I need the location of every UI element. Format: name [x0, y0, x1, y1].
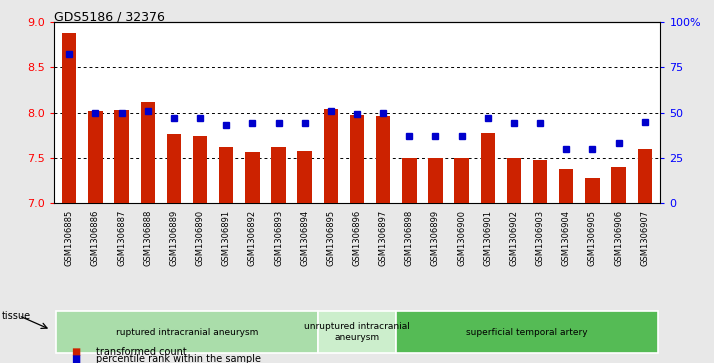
Text: GSM1306905: GSM1306905	[588, 209, 597, 265]
Text: unruptured intracranial
aneurysm: unruptured intracranial aneurysm	[304, 322, 410, 342]
Bar	[166, 134, 181, 203]
Text: GSM1306907: GSM1306907	[640, 209, 649, 266]
Text: superficial temporal artery: superficial temporal artery	[466, 328, 588, 337]
Bar	[114, 110, 129, 203]
Text: ruptured intracranial aneurysm: ruptured intracranial aneurysm	[116, 328, 258, 337]
Text: GSM1306895: GSM1306895	[326, 209, 336, 266]
Bar	[62, 33, 76, 203]
Text: GSM1306893: GSM1306893	[274, 209, 283, 266]
Bar	[193, 136, 207, 203]
Bar	[219, 147, 233, 203]
Text: GSM1306890: GSM1306890	[196, 209, 204, 266]
Bar	[376, 116, 391, 203]
Bar	[638, 149, 652, 203]
Bar	[298, 151, 312, 203]
Text: percentile rank within the sample: percentile rank within the sample	[96, 354, 261, 363]
Text: GSM1306896: GSM1306896	[353, 209, 361, 266]
Text: ■: ■	[71, 354, 81, 363]
Text: GSM1306898: GSM1306898	[405, 209, 414, 266]
Bar	[396, 311, 658, 354]
Text: GSM1306900: GSM1306900	[457, 209, 466, 265]
Bar	[454, 158, 469, 203]
Bar	[559, 169, 573, 203]
Bar	[245, 152, 260, 203]
Bar	[402, 158, 416, 203]
Text: GSM1306902: GSM1306902	[510, 209, 518, 265]
Bar	[318, 311, 396, 354]
Text: GSM1306888: GSM1306888	[144, 209, 152, 266]
Text: GSM1306901: GSM1306901	[483, 209, 492, 265]
Text: GSM1306906: GSM1306906	[614, 209, 623, 266]
Text: GSM1306887: GSM1306887	[117, 209, 126, 266]
Bar	[481, 134, 495, 203]
Text: GSM1306889: GSM1306889	[169, 209, 178, 266]
Text: tissue: tissue	[1, 311, 31, 321]
Text: GDS5186 / 32376: GDS5186 / 32376	[54, 11, 164, 24]
Bar	[350, 115, 364, 203]
Bar	[271, 147, 286, 203]
Bar	[141, 102, 155, 203]
Bar	[89, 111, 103, 203]
Bar	[323, 109, 338, 203]
Bar	[56, 311, 318, 354]
Text: GSM1306886: GSM1306886	[91, 209, 100, 266]
Bar	[507, 158, 521, 203]
Text: GSM1306904: GSM1306904	[562, 209, 570, 265]
Bar	[428, 158, 443, 203]
Text: transformed count: transformed count	[96, 347, 187, 357]
Text: GSM1306894: GSM1306894	[300, 209, 309, 266]
Text: GSM1306891: GSM1306891	[222, 209, 231, 266]
Bar	[585, 178, 600, 203]
Text: GSM1306899: GSM1306899	[431, 209, 440, 266]
Text: GSM1306892: GSM1306892	[248, 209, 257, 266]
Text: GSM1306903: GSM1306903	[536, 209, 545, 266]
Text: ■: ■	[71, 347, 81, 357]
Bar	[533, 160, 548, 203]
Text: GSM1306897: GSM1306897	[378, 209, 388, 266]
Bar	[611, 167, 625, 203]
Text: GSM1306885: GSM1306885	[65, 209, 74, 266]
